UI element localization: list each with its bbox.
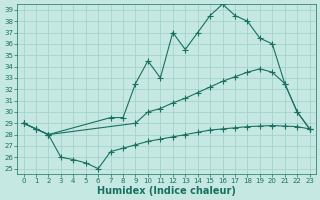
X-axis label: Humidex (Indice chaleur): Humidex (Indice chaleur)	[97, 186, 236, 196]
